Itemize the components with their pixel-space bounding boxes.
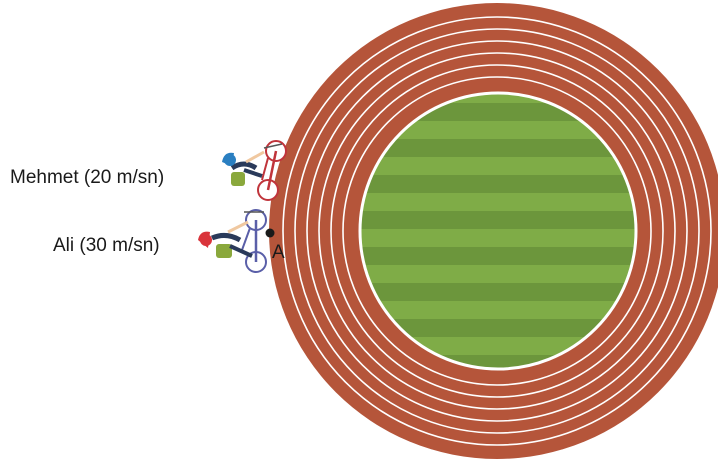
lane-line: [330, 64, 664, 398]
lane-line: [318, 52, 676, 410]
field-border: [358, 91, 638, 371]
point-a-marker: [265, 228, 275, 238]
lane-line: [342, 76, 652, 386]
ali-cyclist-icon: [198, 209, 267, 273]
lane-line: [306, 40, 688, 422]
lane-line: [282, 16, 712, 446]
lane-line: [294, 28, 700, 434]
lane-lines: [282, 16, 712, 446]
mehmet-label: Mehmet (20 m/sn): [10, 167, 164, 188]
point-a-label: A: [272, 242, 285, 263]
ali-label: Ali (30 m/sn): [53, 235, 160, 256]
mehmet-cyclist-icon: [222, 140, 287, 201]
